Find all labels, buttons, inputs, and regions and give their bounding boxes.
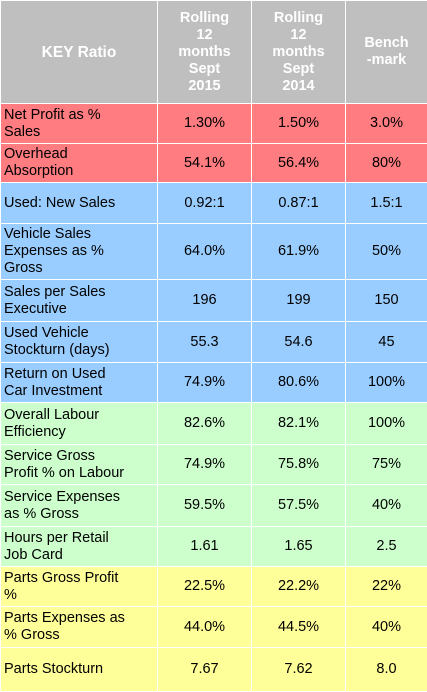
row-label: Parts Expenses as% Gross bbox=[1, 607, 158, 648]
header-benchmark: Bench-mark bbox=[346, 1, 427, 104]
value-benchmark: 40% bbox=[346, 607, 427, 648]
value-2014: 1.65 bbox=[252, 527, 346, 567]
row-label: Used: New Sales bbox=[1, 183, 158, 224]
value-2014: 22.2% bbox=[252, 567, 346, 607]
value-benchmark: 22% bbox=[346, 567, 427, 607]
row-label: Parts Stockturn bbox=[1, 648, 158, 692]
value-2015: 0.92:1 bbox=[158, 183, 252, 224]
value-2015: 1.61 bbox=[158, 527, 252, 567]
value-2014: 54.6 bbox=[252, 322, 346, 363]
value-benchmark: 2.5 bbox=[346, 527, 427, 567]
value-2015: 59.5% bbox=[158, 485, 252, 527]
value-2014: 82.1% bbox=[252, 403, 346, 445]
value-2015: 54.1% bbox=[158, 144, 252, 183]
header-key-ratio: KEY Ratio bbox=[1, 1, 158, 104]
value-2015: 7.67 bbox=[158, 648, 252, 692]
value-benchmark: 150 bbox=[346, 280, 427, 322]
value-2015: 64.0% bbox=[158, 224, 252, 280]
value-2014: 199 bbox=[252, 280, 346, 322]
value-benchmark: 50% bbox=[346, 224, 427, 280]
value-2014: 7.62 bbox=[252, 648, 346, 692]
value-benchmark: 3.0% bbox=[346, 104, 427, 144]
value-2015: 74.9% bbox=[158, 445, 252, 485]
value-2015: 196 bbox=[158, 280, 252, 322]
value-2014: 0.87:1 bbox=[252, 183, 346, 224]
value-2015: 44.0% bbox=[158, 607, 252, 648]
value-2014: 44.5% bbox=[252, 607, 346, 648]
value-2015: 1.30% bbox=[158, 104, 252, 144]
value-benchmark: 100% bbox=[346, 403, 427, 445]
value-2014: 75.8% bbox=[252, 445, 346, 485]
value-2014: 61.9% bbox=[252, 224, 346, 280]
value-2014: 1.50% bbox=[252, 104, 346, 144]
value-2014: 80.6% bbox=[252, 363, 346, 403]
value-2015: 55.3 bbox=[158, 322, 252, 363]
value-2014: 56.4% bbox=[252, 144, 346, 183]
value-benchmark: 80% bbox=[346, 144, 427, 183]
value-2015: 22.5% bbox=[158, 567, 252, 607]
value-benchmark: 75% bbox=[346, 445, 427, 485]
value-benchmark: 40% bbox=[346, 485, 427, 527]
row-label: Parts Gross Profit% bbox=[1, 567, 158, 607]
value-benchmark: 1.5:1 bbox=[346, 183, 427, 224]
value-benchmark: 45 bbox=[346, 322, 427, 363]
row-label: Net Profit as %Sales bbox=[1, 104, 158, 144]
value-2015: 82.6% bbox=[158, 403, 252, 445]
value-benchmark: 100% bbox=[346, 363, 427, 403]
value-benchmark: 8.0 bbox=[346, 648, 427, 692]
value-2015: 74.9% bbox=[158, 363, 252, 403]
value-2014: 57.5% bbox=[252, 485, 346, 527]
table-row: Parts Gross Profit%22.5%22.2%22% bbox=[1, 567, 427, 607]
